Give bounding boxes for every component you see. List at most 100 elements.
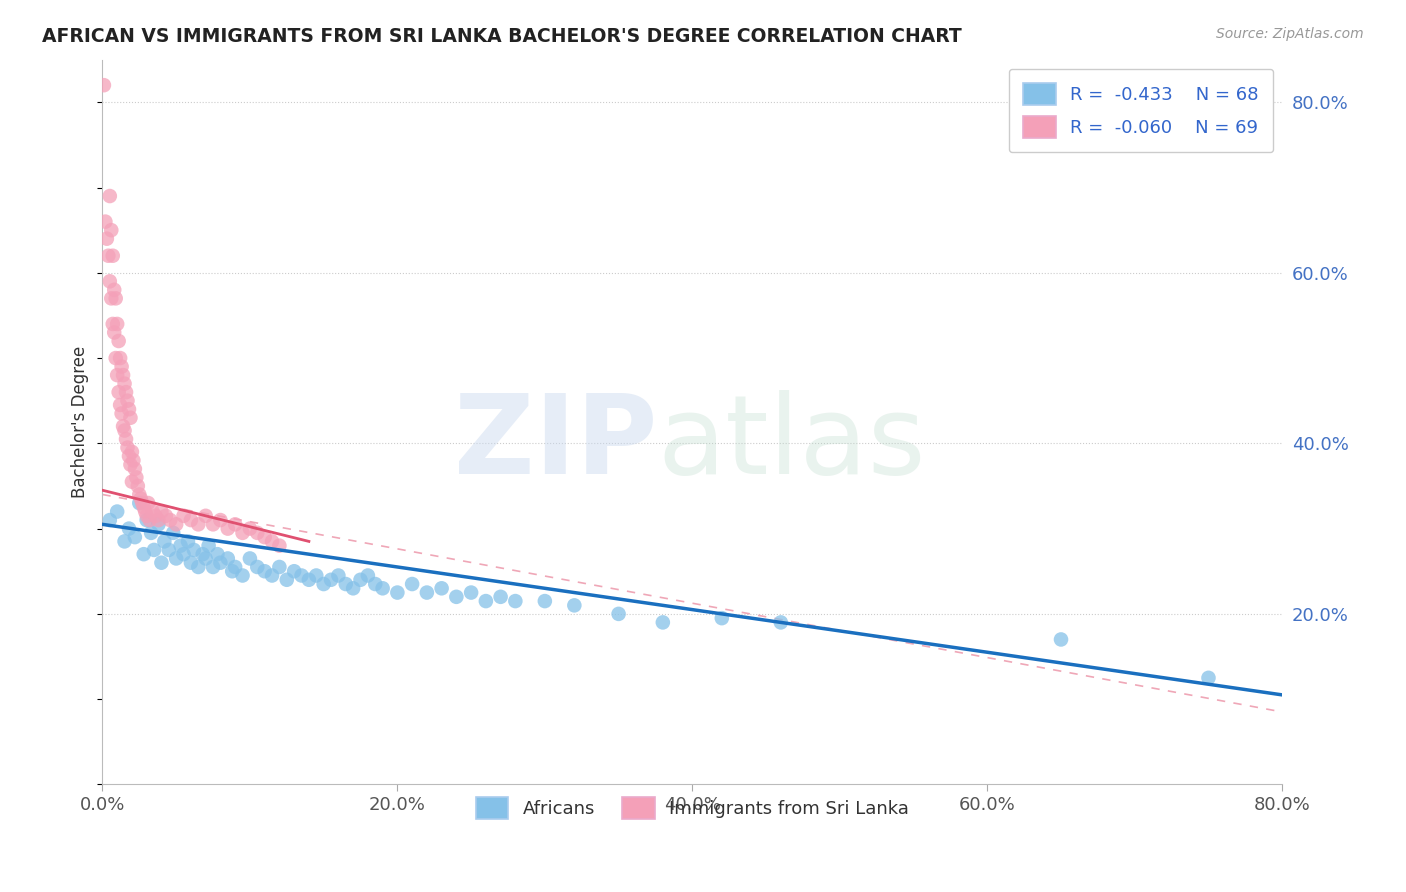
Point <box>107 334 129 348</box>
Point <box>105 504 128 518</box>
Point <box>114 534 136 549</box>
Point <box>135 508 157 523</box>
Point <box>312 577 335 591</box>
Point <box>103 326 125 340</box>
Point <box>142 504 165 518</box>
Point <box>180 513 202 527</box>
Text: AFRICAN VS IMMIGRANTS FROM SRI LANKA BACHELOR'S DEGREE CORRELATION CHART: AFRICAN VS IMMIGRANTS FROM SRI LANKA BAC… <box>42 27 962 45</box>
Point <box>138 513 160 527</box>
Point <box>104 291 127 305</box>
Point <box>157 543 180 558</box>
Point <box>148 513 170 527</box>
Point <box>110 407 132 421</box>
Point <box>143 543 166 558</box>
Point <box>104 351 127 365</box>
Point <box>246 525 269 540</box>
Point <box>101 317 124 331</box>
Point <box>132 500 155 515</box>
Point <box>98 189 121 203</box>
Point <box>124 530 146 544</box>
Point <box>100 223 122 237</box>
Point <box>114 376 136 391</box>
Point <box>128 496 150 510</box>
Point <box>108 398 131 412</box>
Point <box>162 525 184 540</box>
Point <box>120 458 142 472</box>
Point <box>118 402 141 417</box>
Point <box>150 504 173 518</box>
Point <box>710 611 733 625</box>
Point <box>112 368 135 383</box>
Point <box>416 585 439 599</box>
Point <box>239 522 262 536</box>
Point <box>430 582 453 596</box>
Point <box>283 564 305 578</box>
Point <box>132 547 155 561</box>
Point <box>124 462 146 476</box>
Point <box>105 317 128 331</box>
Point <box>231 568 253 582</box>
Point <box>209 556 232 570</box>
Point <box>153 534 176 549</box>
Point <box>139 525 162 540</box>
Point <box>269 560 291 574</box>
Point <box>349 573 371 587</box>
Point <box>191 547 214 561</box>
Point <box>183 543 205 558</box>
Point <box>328 568 350 582</box>
Point <box>169 539 191 553</box>
Point <box>364 577 387 591</box>
Point <box>1198 671 1220 685</box>
Point <box>505 594 527 608</box>
Point <box>127 479 149 493</box>
Point <box>607 607 630 621</box>
Point <box>187 560 209 574</box>
Point <box>224 517 246 532</box>
Point <box>224 560 246 574</box>
Point <box>121 475 143 489</box>
Point <box>131 496 153 510</box>
Point <box>112 419 135 434</box>
Point <box>121 445 143 459</box>
Point <box>562 599 585 613</box>
Point <box>96 232 118 246</box>
Point <box>136 496 159 510</box>
Point <box>155 508 177 523</box>
Legend: Africans, Immigrants from Sri Lanka: Africans, Immigrants from Sri Lanka <box>468 789 917 826</box>
Point <box>118 522 141 536</box>
Point <box>110 359 132 374</box>
Point <box>534 594 557 608</box>
Point <box>260 568 283 582</box>
Text: ZIP: ZIP <box>454 391 657 497</box>
Point <box>115 432 138 446</box>
Point <box>342 582 364 596</box>
Point <box>101 249 124 263</box>
Point <box>115 385 138 400</box>
Point <box>107 385 129 400</box>
Point <box>173 547 195 561</box>
Point <box>217 522 239 536</box>
Point <box>94 214 117 228</box>
Point <box>305 568 328 582</box>
Point <box>460 585 482 599</box>
Point <box>114 424 136 438</box>
Point <box>387 585 409 599</box>
Point <box>197 539 219 553</box>
Point <box>651 615 673 630</box>
Point <box>253 564 276 578</box>
Point <box>335 577 357 591</box>
Point <box>120 410 142 425</box>
Point <box>357 568 380 582</box>
Point <box>165 551 187 566</box>
Point <box>246 560 269 574</box>
Point <box>1050 632 1073 647</box>
Point <box>475 594 498 608</box>
Point <box>117 441 139 455</box>
Point <box>177 534 200 549</box>
Point <box>371 582 394 596</box>
Point <box>231 525 253 540</box>
Point <box>207 547 229 561</box>
Point <box>446 590 468 604</box>
Point <box>401 577 423 591</box>
Point <box>117 393 139 408</box>
